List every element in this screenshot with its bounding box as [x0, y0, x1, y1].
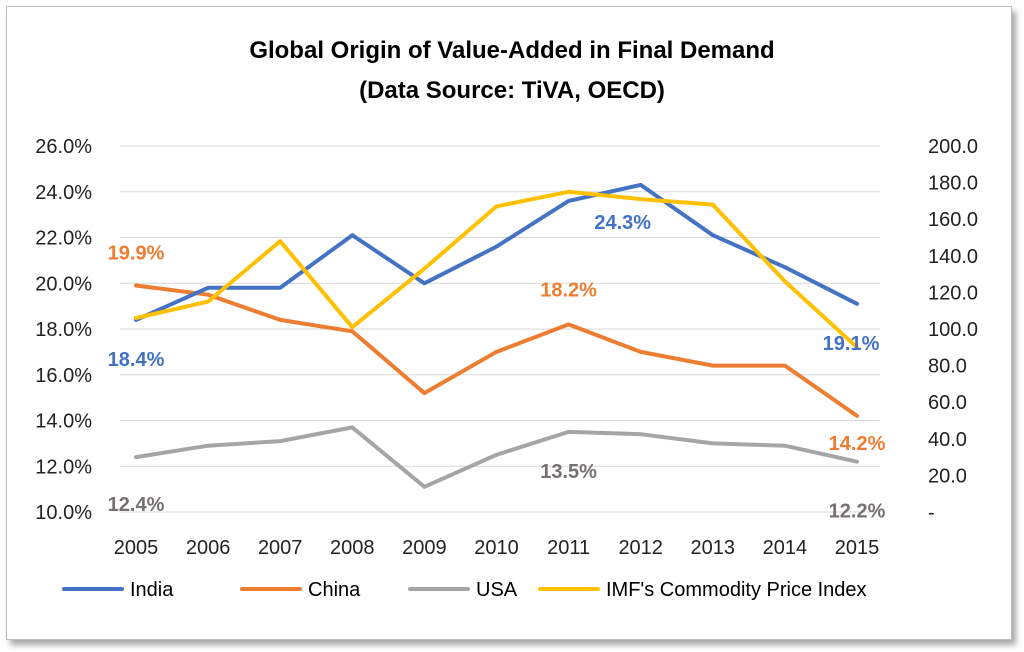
left-tick-label: 14.0%: [35, 411, 92, 433]
data-label: 18.2%: [540, 279, 597, 301]
chart-title: Global Origin of Value-Added in Final De…: [249, 37, 774, 64]
chart-subtitle: (Data Source: TiVA, OECD): [359, 77, 665, 104]
data-label: 18.4%: [108, 349, 165, 371]
right-tick-label: 200.0: [928, 136, 978, 158]
left-tick-label: 24.0%: [35, 182, 92, 204]
right-tick-label: 80.0: [928, 356, 967, 378]
right-tick-label: 160.0: [928, 209, 978, 231]
legend-label: USA: [476, 579, 518, 601]
x-tick-label: 2013: [691, 537, 736, 559]
left-tick-label: 10.0%: [35, 502, 92, 524]
x-tick-label: 2005: [114, 537, 159, 559]
data-label: 12.4%: [108, 494, 165, 516]
data-label: 24.3%: [594, 212, 651, 234]
series-line-china: [134, 283, 859, 418]
series-line-imf-s-commodity-price-index: [134, 189, 859, 350]
data-label: 19.9%: [108, 243, 165, 265]
x-tick-label: 2014: [763, 537, 808, 559]
x-axis-ticks: 2005 2006 2007 2008 2009 2010 2011 2012 2013 2014…: [114, 537, 880, 559]
data-label: 14.2%: [829, 433, 886, 455]
legend-label: India: [130, 579, 174, 601]
right-axis-ticks: - 20.0 40.0 60.0 80.0 100.0 120.0 140.0 160.0 180…: [928, 136, 978, 524]
left-tick-label: 22.0%: [35, 228, 92, 250]
left-tick-label: 16.0%: [35, 365, 92, 387]
left-axis-ticks: 10.0% 12.0% 14.0% 16.0% 18.0% 20.0% 22.0% 24.0%…: [35, 136, 92, 524]
series-line-india: [134, 182, 859, 322]
x-tick-label: 2012: [618, 537, 663, 559]
series-lines: [134, 182, 859, 489]
x-tick-label: 2007: [258, 537, 303, 559]
x-tick-label: 2006: [186, 537, 231, 559]
data-labels: 18.4% 24.3% 19.1% 19.9% 18.2% 14.2% 12.4% 13.5%…: [108, 212, 886, 523]
right-tick-label: 180.0: [928, 173, 978, 195]
x-tick-label: 2010: [474, 537, 519, 559]
x-tick-label: 2011: [547, 537, 590, 559]
right-tick-label: 20.0: [928, 465, 967, 487]
left-tick-label: 18.0%: [35, 319, 92, 341]
data-label: 19.1%: [823, 333, 880, 355]
data-label: 13.5%: [540, 461, 597, 483]
right-tick-label: 120.0: [928, 282, 978, 304]
series-line-usa: [134, 425, 859, 489]
right-tick-label: 40.0: [928, 429, 967, 451]
right-tick-label: 100.0: [928, 319, 978, 341]
gridlines: [120, 145, 880, 513]
left-tick-label: 12.0%: [35, 456, 92, 478]
left-tick-label: 20.0%: [35, 273, 92, 295]
chart-frame: [6, 6, 1012, 640]
legend: India China USA IMF's Commodity Price Index: [62, 579, 867, 601]
x-tick-label: 2009: [402, 537, 447, 559]
x-tick-label: 2008: [330, 537, 375, 559]
left-tick-label: 26.0%: [35, 136, 92, 158]
legend-label: IMF's Commodity Price Index: [606, 579, 867, 601]
data-label: 12.2%: [829, 501, 886, 523]
x-tick-label: 2015: [835, 537, 880, 559]
legend-label: China: [308, 579, 361, 601]
right-tick-label: 60.0: [928, 392, 967, 414]
right-tick-label: -: [928, 502, 935, 524]
right-tick-label: 140.0: [928, 246, 978, 268]
